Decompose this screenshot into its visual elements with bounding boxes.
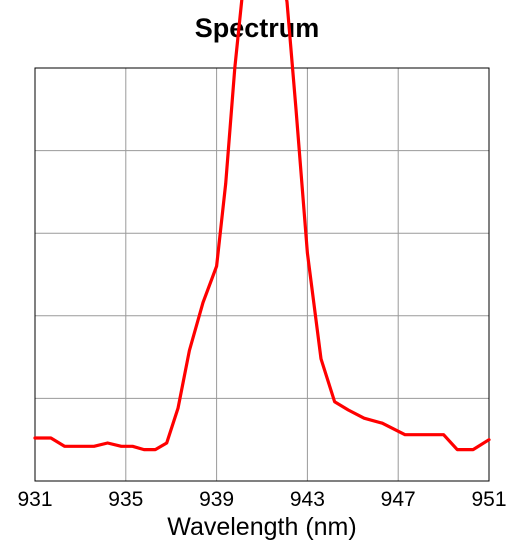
x-tick-label-943: 943 <box>290 488 325 511</box>
x-tick-label-935: 935 <box>108 488 143 511</box>
grid-lines <box>35 68 489 481</box>
plot-area <box>35 68 489 481</box>
x-tick-labels: 931 935 939 943 947 951 <box>17 488 506 511</box>
series-line-0 <box>33 0 491 452</box>
chart-title: Spectrum <box>195 13 320 43</box>
x-tick-label-951: 951 <box>471 488 506 511</box>
series-group <box>33 0 491 452</box>
x-tick-label-931: 931 <box>17 488 52 511</box>
x-tick-label-939: 939 <box>199 488 234 511</box>
x-axis-label: Wavelength (nm) <box>167 513 356 541</box>
x-tick-label-947: 947 <box>381 488 416 511</box>
plot-frame <box>34 67 490 482</box>
